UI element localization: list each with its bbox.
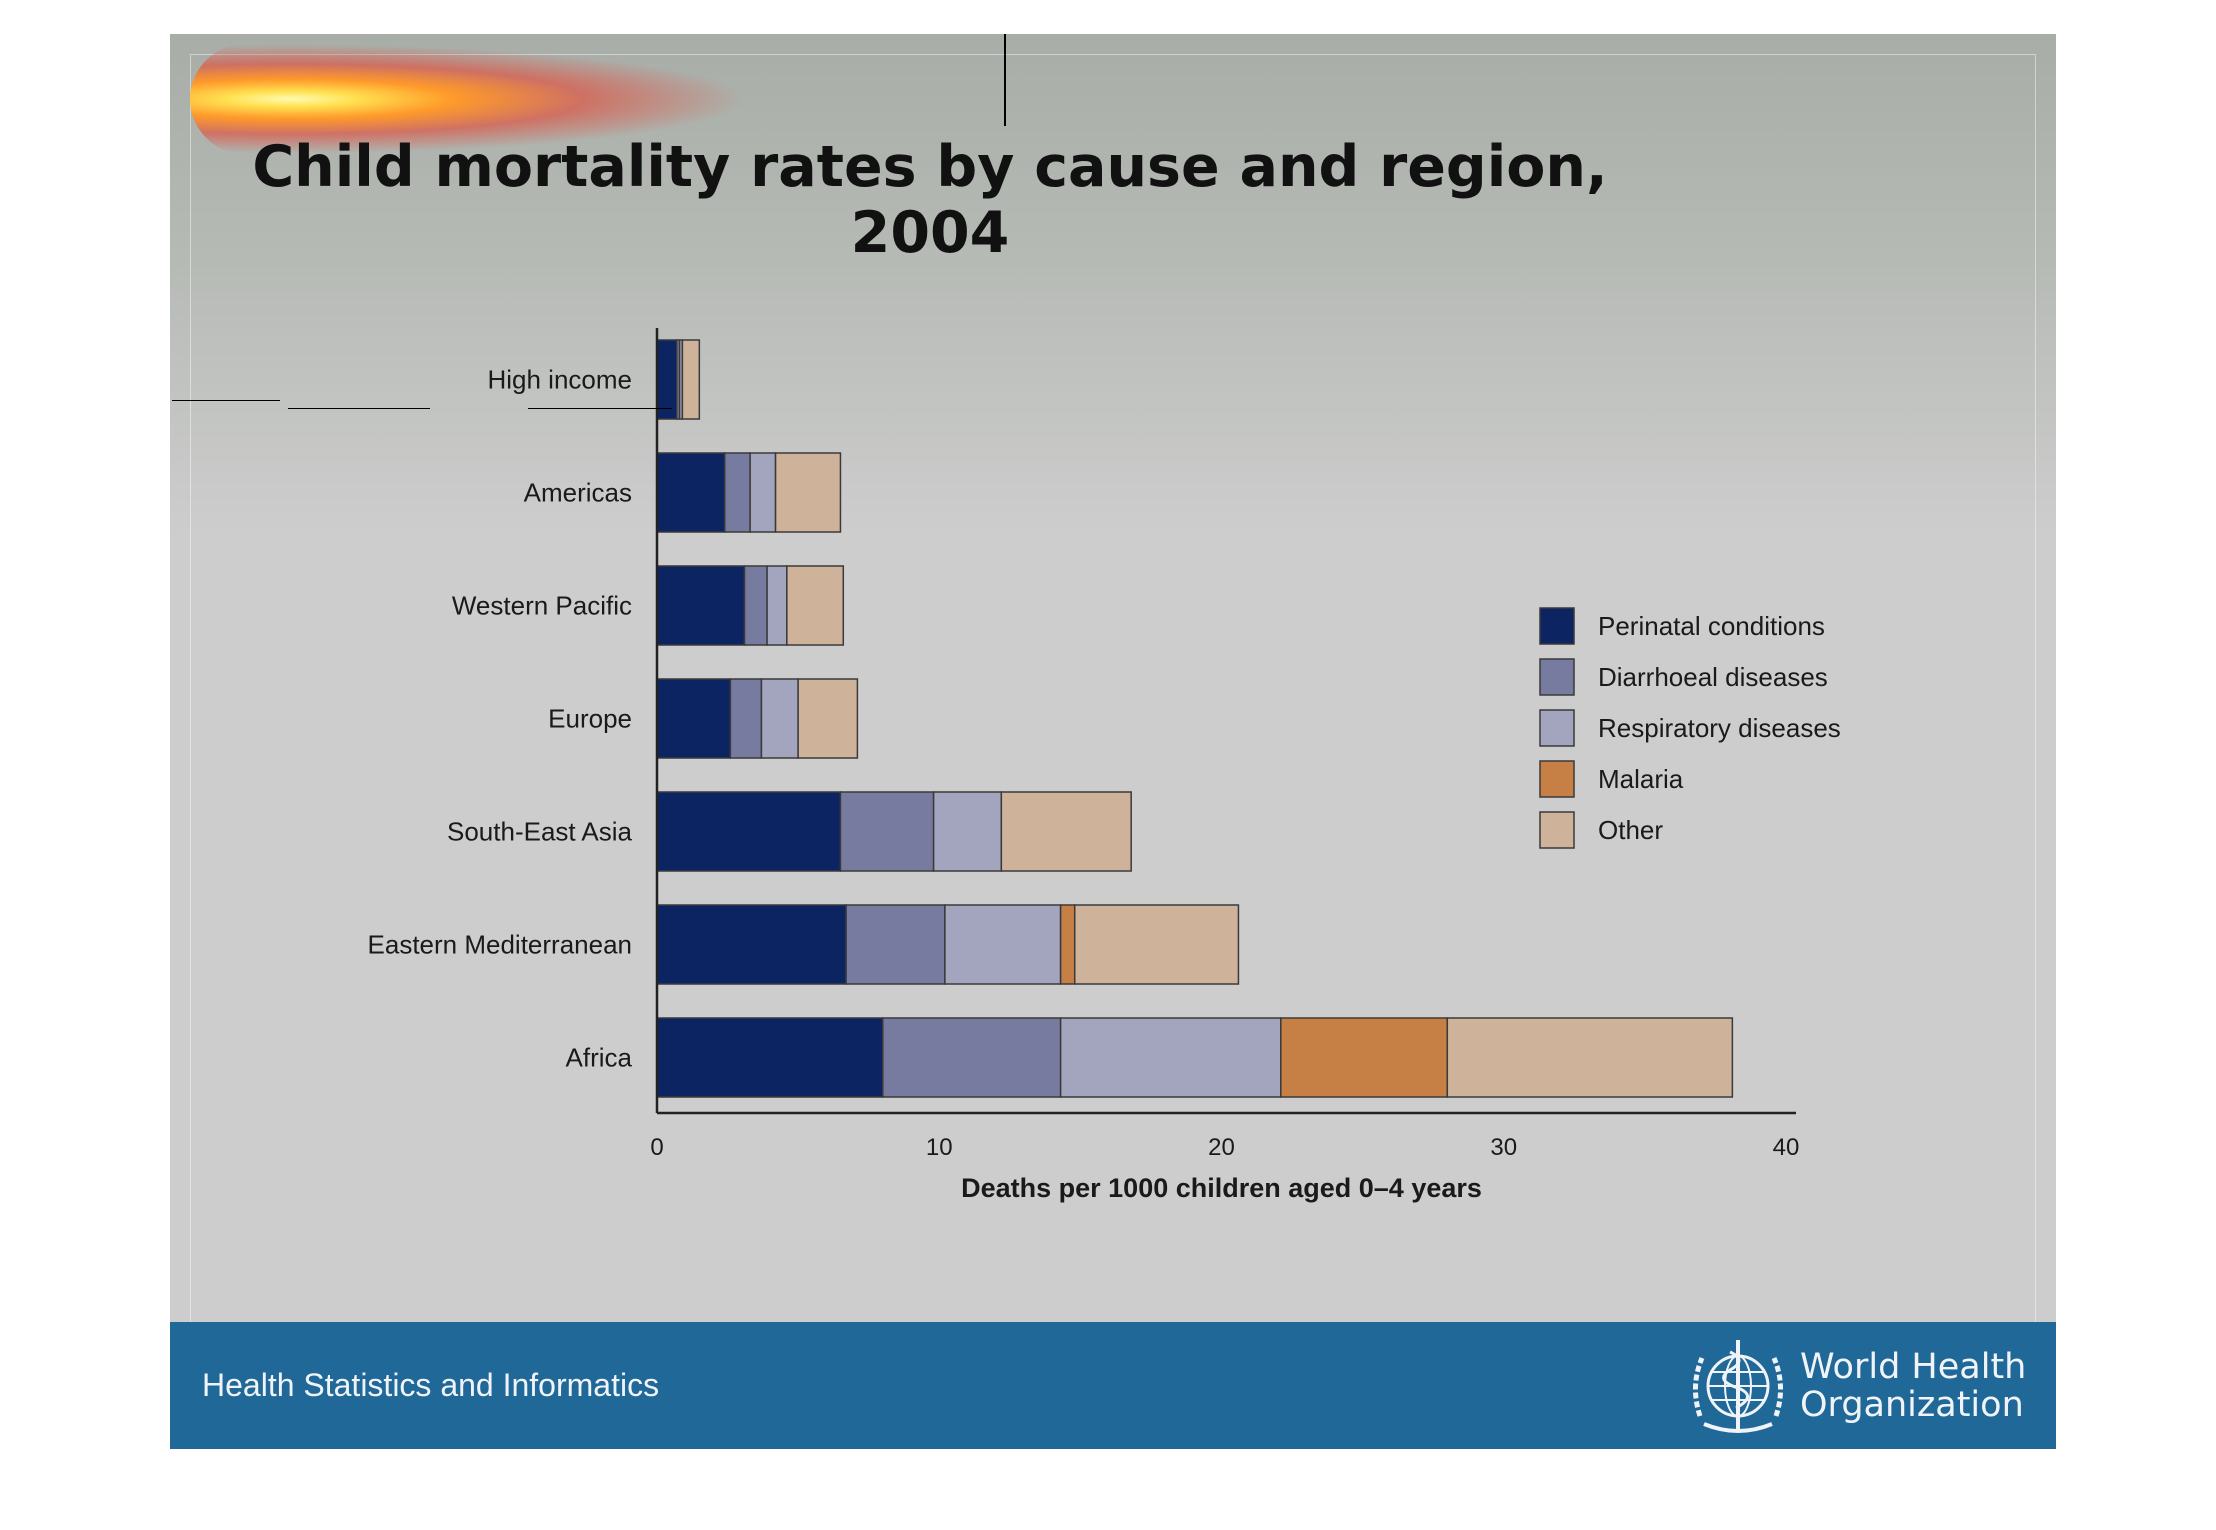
bar-segment	[1446, 1017, 1734, 1098]
bar-segment	[845, 904, 946, 985]
x-tick-label: 40	[1773, 1134, 1800, 1161]
category-label: Africa	[566, 1043, 633, 1073]
footer-label: Health Statistics and Informatics	[202, 1367, 660, 1403]
divider-line	[528, 408, 672, 409]
category-labels: High income Americas Western Pacific Europe…	[368, 365, 633, 1073]
bar-segment	[656, 1017, 884, 1098]
category-label: Europe	[548, 704, 632, 734]
bar-segment	[656, 452, 726, 533]
legend-swatch	[1539, 811, 1575, 849]
divider-line	[288, 408, 430, 409]
bar-segment	[766, 565, 788, 646]
footer-bar: Health Statistics and Informatics World …	[170, 1322, 2056, 1449]
bar-segment	[723, 452, 751, 533]
legend-label: Respiratory diseases	[1598, 713, 1841, 743]
x-axis-label: Deaths per 1000 children aged 0–4 years	[961, 1173, 1482, 1203]
organization-name-line2: Organization	[1800, 1385, 2024, 1425]
bar-segment	[760, 678, 799, 759]
bar-segment	[1280, 1017, 1449, 1098]
x-axis: 0 10 20 30 40	[650, 328, 1799, 1161]
bar-segment	[729, 678, 763, 759]
category-label: Eastern Mediterranean	[368, 930, 632, 960]
legend-swatch	[1539, 760, 1575, 798]
bar-segment	[1000, 791, 1132, 872]
category-label: Americas	[524, 478, 632, 508]
category-label: South-East Asia	[447, 817, 633, 847]
bar-segment	[1059, 1017, 1282, 1098]
category-label: Western Pacific	[452, 591, 632, 621]
legend-label: Perinatal conditions	[1598, 611, 1825, 641]
who-emblem-icon	[1693, 1340, 1783, 1433]
legend-swatch	[1539, 607, 1575, 645]
bar-segment	[944, 904, 1062, 985]
bars-group	[656, 339, 1734, 1098]
bar-segment	[932, 791, 1003, 872]
bar-segment	[749, 452, 777, 533]
x-tick-label: 20	[1208, 1134, 1235, 1161]
legend-label: Other	[1598, 815, 1663, 845]
x-tick-label: 0	[650, 1134, 663, 1161]
chart-title: Child mortality rates by cause and regio…	[252, 134, 1608, 266]
legend-label: Malaria	[1598, 764, 1684, 794]
divider-line	[1004, 34, 1006, 126]
legend-swatch	[1539, 709, 1575, 747]
organization-name-line1: World Health	[1800, 1347, 2027, 1387]
bar-segment	[774, 452, 842, 533]
bar-segment	[656, 565, 746, 646]
bar-segment	[656, 791, 842, 872]
bar-segment	[786, 565, 845, 646]
bar-segment	[882, 1017, 1062, 1098]
highlight-glow	[190, 44, 750, 154]
bar-segment	[839, 791, 935, 872]
bar-segment	[1073, 904, 1240, 985]
divider-line	[172, 400, 280, 401]
legend-swatch	[1539, 658, 1575, 696]
legend-label: Diarrhoeal diseases	[1598, 662, 1828, 692]
bar-segment	[1059, 904, 1076, 985]
category-label: High income	[487, 365, 632, 395]
bar-segment	[681, 339, 701, 420]
bar-segment	[656, 904, 847, 985]
slide: Child mortality rates by cause and regio…	[170, 34, 2056, 1449]
bar-segment	[743, 565, 768, 646]
x-tick-label: 10	[926, 1134, 953, 1161]
bar-segment	[797, 678, 859, 759]
bar-segment	[656, 678, 732, 759]
x-tick-label: 30	[1490, 1134, 1517, 1161]
legend: Perinatal conditions Diarrhoeal diseases R…	[1539, 607, 1841, 849]
organization-name: World Health Organization	[1800, 1348, 2026, 1424]
bar-chart: High income Americas Western Pacific Europe…	[368, 328, 1841, 1203]
